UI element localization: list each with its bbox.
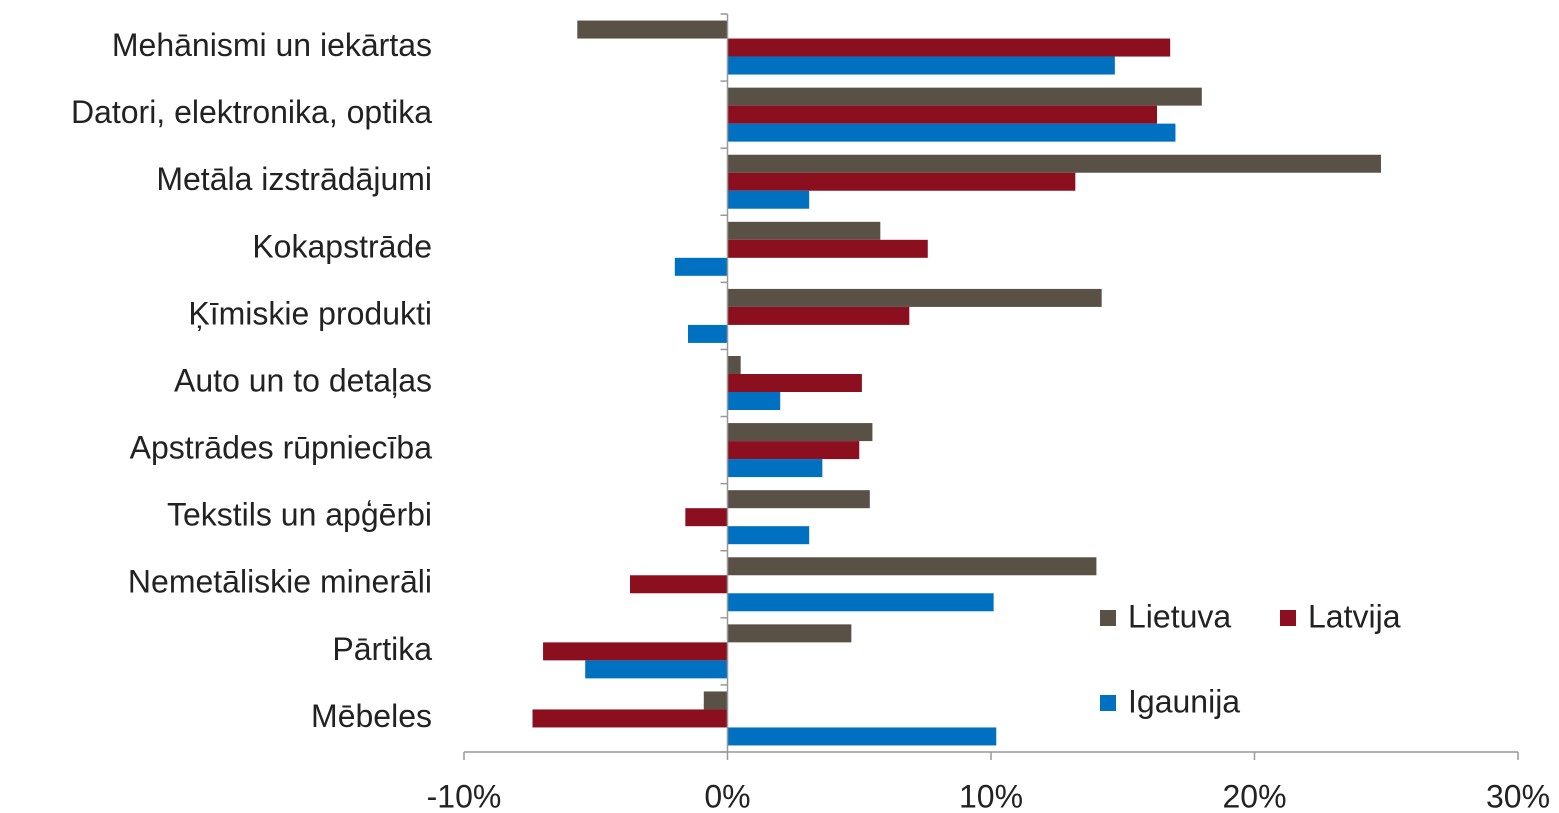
y-tick-label: Datori, elektronika, optika — [71, 94, 432, 130]
bar — [630, 575, 728, 594]
y-tick-label: Tekstils un apģērbi — [167, 497, 432, 533]
bar — [727, 392, 781, 410]
bar — [727, 727, 997, 746]
bar — [687, 324, 728, 343]
x-tick-label: 20% — [1222, 778, 1286, 813]
x-tick-label: 10% — [959, 778, 1023, 813]
bar — [727, 239, 928, 258]
legend-label: Latvija — [1308, 598, 1401, 634]
x-tick-label: 30% — [1486, 778, 1550, 813]
y-tick-label: Nemetāliskie minerāli — [128, 564, 432, 600]
bar — [727, 87, 1202, 106]
bar — [577, 20, 728, 39]
bar — [727, 423, 873, 442]
bar — [727, 123, 1176, 142]
bar — [727, 593, 994, 612]
x-tick-label: -10% — [427, 778, 502, 813]
legend-label: Igaunija — [1128, 683, 1240, 719]
bar — [727, 441, 860, 460]
bar — [727, 56, 1115, 75]
bar — [585, 660, 728, 679]
bar — [727, 306, 910, 325]
bar — [727, 154, 1381, 173]
y-tick-label: Apstrādes rūpniecība — [130, 430, 433, 466]
bar — [727, 374, 862, 392]
y-tick-label: Kokapstrāde — [252, 228, 432, 264]
y-tick-label: Mehānismi un iekārtas — [112, 27, 432, 63]
bar — [727, 38, 1171, 57]
legend-swatch — [1100, 610, 1116, 626]
y-tick-label: Ķīmiskie produkti — [188, 295, 432, 331]
bar — [685, 508, 728, 527]
bar — [532, 709, 728, 728]
bar — [674, 257, 728, 276]
bar — [727, 490, 870, 509]
bar — [727, 526, 810, 545]
legend-swatch — [1100, 695, 1116, 711]
legend-swatch — [1280, 610, 1296, 626]
legend-label: Lietuva — [1128, 598, 1231, 634]
bar — [703, 691, 728, 710]
x-tick-label: 0% — [704, 778, 750, 813]
bar — [727, 190, 810, 209]
bar — [727, 459, 823, 478]
bar — [727, 356, 741, 374]
y-tick-label: Pārtika — [332, 631, 432, 667]
y-tick-label: Mēbeles — [311, 698, 432, 734]
y-tick-label: Metāla izstrādājumi — [156, 161, 432, 197]
bar — [727, 557, 1097, 576]
y-tick-label: Auto un to detaļas — [174, 362, 432, 398]
bar — [727, 624, 852, 643]
bar — [727, 172, 1076, 191]
bar — [543, 642, 728, 661]
bar — [727, 288, 1102, 307]
bar — [727, 221, 881, 240]
bar — [727, 105, 1158, 124]
